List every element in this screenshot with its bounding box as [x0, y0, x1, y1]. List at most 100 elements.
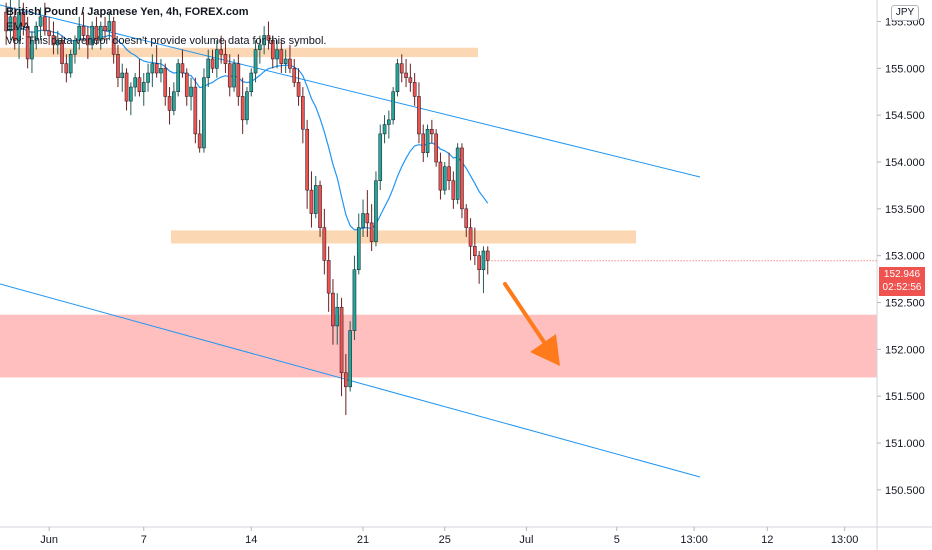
candle-body: [382, 124, 387, 135]
candle: [240, 77, 245, 134]
channel-upper-line: [0, 4, 701, 178]
candle-body: [8, 16, 13, 32]
candle-body: [356, 227, 361, 270]
x-tick-label: 5: [614, 534, 620, 546]
candle: [159, 58, 163, 83]
ema-indicator-label[interactable]: EMA: [6, 21, 30, 33]
y-tick-label: 154.500: [885, 110, 925, 122]
candle: [219, 35, 223, 64]
resistance-zone-upper: [0, 47, 478, 58]
candle-body: [344, 372, 348, 388]
candle: [477, 251, 481, 284]
volume-indicator-note[interactable]: Vol: This data vendor doesn't provide vo…: [6, 35, 327, 47]
candle-body: [154, 63, 159, 74]
candle-body: [223, 54, 228, 64]
candle: [141, 73, 146, 106]
candle: [51, 21, 56, 55]
candle-body: [81, 25, 86, 36]
candle: [43, 2, 47, 36]
candle-body: [64, 63, 69, 74]
candle-body: [391, 91, 395, 121]
candle-body: [387, 119, 391, 125]
x-tick-label: Jun: [40, 534, 58, 546]
bar-countdown: 02:52:56: [882, 282, 922, 293]
candle-body: [215, 49, 219, 69]
candle-body: [464, 208, 469, 228]
candle-body: [408, 77, 413, 83]
currency-label[interactable]: JPY: [891, 5, 919, 21]
candle-body: [412, 82, 417, 97]
candle-body: [326, 260, 331, 294]
candle: [21, 2, 26, 36]
candle: [68, 49, 73, 78]
candle-body: [124, 72, 129, 102]
candle: [361, 199, 365, 237]
candle: [150, 54, 155, 88]
candle: [210, 49, 215, 74]
candle: [4, 2, 8, 45]
candle-body: [309, 189, 314, 214]
candle: [339, 297, 344, 397]
candle-body: [296, 82, 301, 97]
candle-body: [292, 68, 297, 83]
candle-body: [275, 49, 279, 60]
candle: [275, 40, 279, 69]
candle: [395, 58, 400, 97]
candle-body: [21, 11, 26, 27]
candle: [107, 12, 112, 41]
candle-body: [86, 35, 90, 46]
candle-body: [481, 250, 486, 270]
candle: [193, 77, 198, 144]
candle: [485, 246, 490, 275]
candle-body: [240, 96, 245, 121]
candle: [266, 21, 271, 50]
candle-body: [137, 77, 142, 93]
candle-body: [193, 86, 198, 135]
candle-body: [258, 44, 262, 50]
candle-body: [43, 16, 47, 32]
candle-body: [47, 30, 51, 36]
candle: [249, 68, 254, 97]
candle: [223, 40, 228, 74]
y-tick-label: 152.000: [885, 344, 925, 356]
candle-body: [98, 25, 103, 41]
y-tick-label: 153.500: [885, 204, 925, 216]
candle: [197, 119, 202, 153]
candle: [232, 58, 236, 92]
plot-area[interactable]: [0, 0, 877, 527]
candle-body: [352, 269, 357, 331]
candle: [253, 40, 258, 83]
candle: [30, 30, 34, 74]
candle: [447, 152, 451, 191]
candle-body: [365, 213, 370, 224]
candle-body: [468, 227, 473, 247]
candle: [262, 26, 266, 55]
candle: [352, 255, 357, 340]
candle: [47, 16, 51, 45]
candle-body: [236, 63, 241, 97]
candle: [129, 82, 133, 116]
candle-body: [197, 133, 202, 149]
candle: [202, 68, 206, 153]
candle: [103, 16, 107, 41]
candle: [318, 180, 322, 237]
candle: [365, 190, 370, 237]
candle: [292, 58, 297, 88]
candle: [438, 152, 443, 200]
candle-body: [335, 306, 340, 327]
candle: [137, 58, 142, 97]
candle-body: [210, 58, 215, 69]
candle-body: [17, 11, 21, 41]
candle-body: [339, 306, 344, 374]
candle: [167, 87, 172, 125]
x-tick-label: Jul: [519, 534, 533, 546]
candle: [460, 143, 464, 219]
candle: [184, 68, 189, 106]
candle: [481, 246, 486, 294]
candle-body: [60, 39, 64, 64]
candle-body: [378, 133, 383, 181]
candle-body: [421, 133, 426, 153]
candle: [8, 0, 13, 41]
candle-body: [301, 96, 305, 130]
